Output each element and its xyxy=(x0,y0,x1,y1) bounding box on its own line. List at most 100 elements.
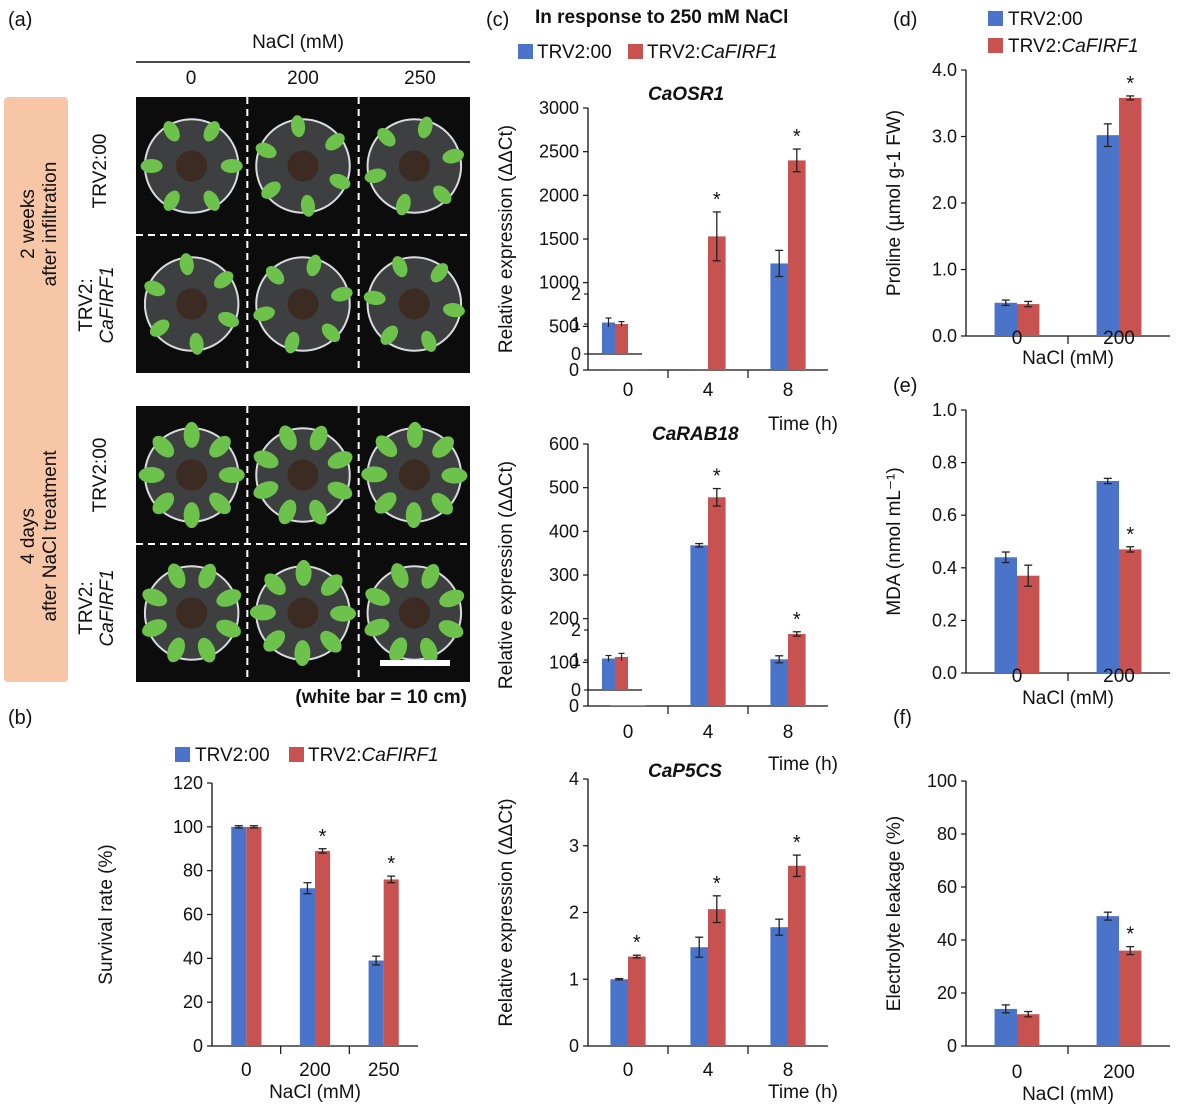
inset-bar-c2-1 xyxy=(615,657,628,690)
significance-star-c2: * xyxy=(793,609,801,631)
leaf xyxy=(263,630,286,652)
leaf xyxy=(331,286,353,302)
photo-col-250: 250 xyxy=(404,68,436,89)
x-axis-label-c2: Time (h) xyxy=(768,754,838,775)
y-tick-label-b: 100 xyxy=(173,817,203,837)
leaf xyxy=(330,605,357,622)
y-tick-label-e: 0.2 xyxy=(932,610,957,630)
leaf xyxy=(278,499,297,525)
leaf xyxy=(218,467,245,483)
leaf xyxy=(216,589,242,607)
y-tick-label-c1: 1500 xyxy=(539,229,579,249)
leaf xyxy=(183,421,200,448)
leaf xyxy=(209,492,231,515)
bar-c1-0-2 xyxy=(770,263,788,370)
significance-star-b: * xyxy=(319,826,327,848)
significance-star-c1: * xyxy=(793,126,801,148)
bar-d-1-1 xyxy=(1119,97,1142,337)
photo-panel: NaCl (mM) 0 200 250 2 weeks after infilt… xyxy=(4,32,470,708)
soil xyxy=(176,150,208,182)
band-top-line1: 2 weeks xyxy=(18,189,39,259)
bar-b-0-0 xyxy=(231,826,247,1046)
y-axis-label-f: Electrolyte leakage (%) xyxy=(884,816,905,1011)
bar-c3-0-1 xyxy=(690,947,708,1046)
x-axis-label-e: NaCl (mM) xyxy=(1022,688,1114,709)
leaf xyxy=(405,502,422,529)
leaf xyxy=(295,559,312,586)
band-bottom-line2: after NaCl treatment xyxy=(40,450,61,622)
leaf xyxy=(438,620,464,639)
y-tick-label-e: 0.6 xyxy=(932,505,957,525)
soil xyxy=(176,288,208,320)
inset-y-tick-label-c1: 2 xyxy=(571,284,581,304)
panel-label-c: (c) xyxy=(486,9,509,31)
y-tick-label-c3: 0 xyxy=(569,1036,579,1056)
y-tick-label-d: 4.0 xyxy=(932,60,957,80)
x-axis-label-f: NaCl (mM) xyxy=(1022,1084,1114,1105)
photo-after-treatment xyxy=(136,406,470,682)
time-band xyxy=(4,97,68,682)
bar-c3-1-0 xyxy=(628,956,646,1046)
bar-c2-0-1 xyxy=(690,545,708,706)
leaf xyxy=(183,502,200,529)
leaf xyxy=(361,466,388,483)
leaf xyxy=(432,436,454,458)
category-label-c2: 8 xyxy=(783,722,794,743)
y-tick-label-d: 0.0 xyxy=(932,326,957,346)
band-top-line2: after infiltration xyxy=(40,162,61,287)
y-tick-label-c2: 100 xyxy=(549,652,579,672)
leaf xyxy=(284,331,300,354)
y-tick-label-c2: 0 xyxy=(569,696,579,716)
category-label-c3: 0 xyxy=(623,1060,634,1081)
leaf xyxy=(300,194,316,217)
significance-star-c3: * xyxy=(713,873,721,895)
bar-f-0-1 xyxy=(1096,916,1119,1046)
bar-c2-1-1 xyxy=(708,497,726,706)
leaf xyxy=(253,306,275,322)
leaf xyxy=(152,435,175,458)
leaf xyxy=(253,450,279,469)
soil xyxy=(398,597,430,629)
category-label-c2: 0 xyxy=(623,722,634,743)
y-tick-label-b: 60 xyxy=(183,905,203,925)
y-tick-label-e: 1.0 xyxy=(932,400,957,420)
leaf xyxy=(309,499,327,525)
leaf xyxy=(203,121,220,142)
y-tick-label-c2: 500 xyxy=(549,478,579,498)
leaf xyxy=(390,563,409,589)
leaf xyxy=(439,589,465,608)
bar-c3-1-1 xyxy=(708,909,726,1046)
y-tick-label-c3: 2 xyxy=(569,903,579,923)
bar-c2-0-2 xyxy=(770,659,788,706)
leaf xyxy=(213,271,234,289)
row-label-trv-bottom: TRV2:00 xyxy=(90,438,111,513)
soil xyxy=(398,288,430,320)
leaf xyxy=(167,563,186,589)
leaf xyxy=(144,280,166,297)
soil xyxy=(287,288,319,320)
y-tick-label-c2: 400 xyxy=(549,521,579,541)
y-axis-label-b: Survival rate (%) xyxy=(96,844,117,984)
soil xyxy=(287,459,319,491)
soil xyxy=(398,459,430,491)
bar-c1-1-1 xyxy=(708,236,726,370)
leaf xyxy=(197,637,216,663)
significance-star-c3: * xyxy=(633,932,641,954)
y-tick-label-e: 0.4 xyxy=(932,558,957,578)
leaf xyxy=(279,425,297,451)
row-label-caf-bottom-gene: CaFIRF1 xyxy=(97,569,118,646)
soil xyxy=(287,150,319,182)
y-tick-label-c2: 300 xyxy=(549,565,579,585)
bar-e-1-1 xyxy=(1119,549,1142,673)
leaf xyxy=(264,573,286,596)
leaf xyxy=(309,425,328,451)
leaf xyxy=(163,121,180,142)
leaf xyxy=(255,142,277,159)
bar-c3-0-0 xyxy=(610,979,628,1046)
legend-d-swatch-1 xyxy=(988,11,1003,26)
y-tick-label-d: 3.0 xyxy=(932,127,957,147)
y-axis-label-c3: Relative expression (ΔΔCt) xyxy=(496,798,517,1026)
category-label-c2: 4 xyxy=(703,722,714,743)
inset-y-tick-label-c1: 1 xyxy=(571,314,581,334)
